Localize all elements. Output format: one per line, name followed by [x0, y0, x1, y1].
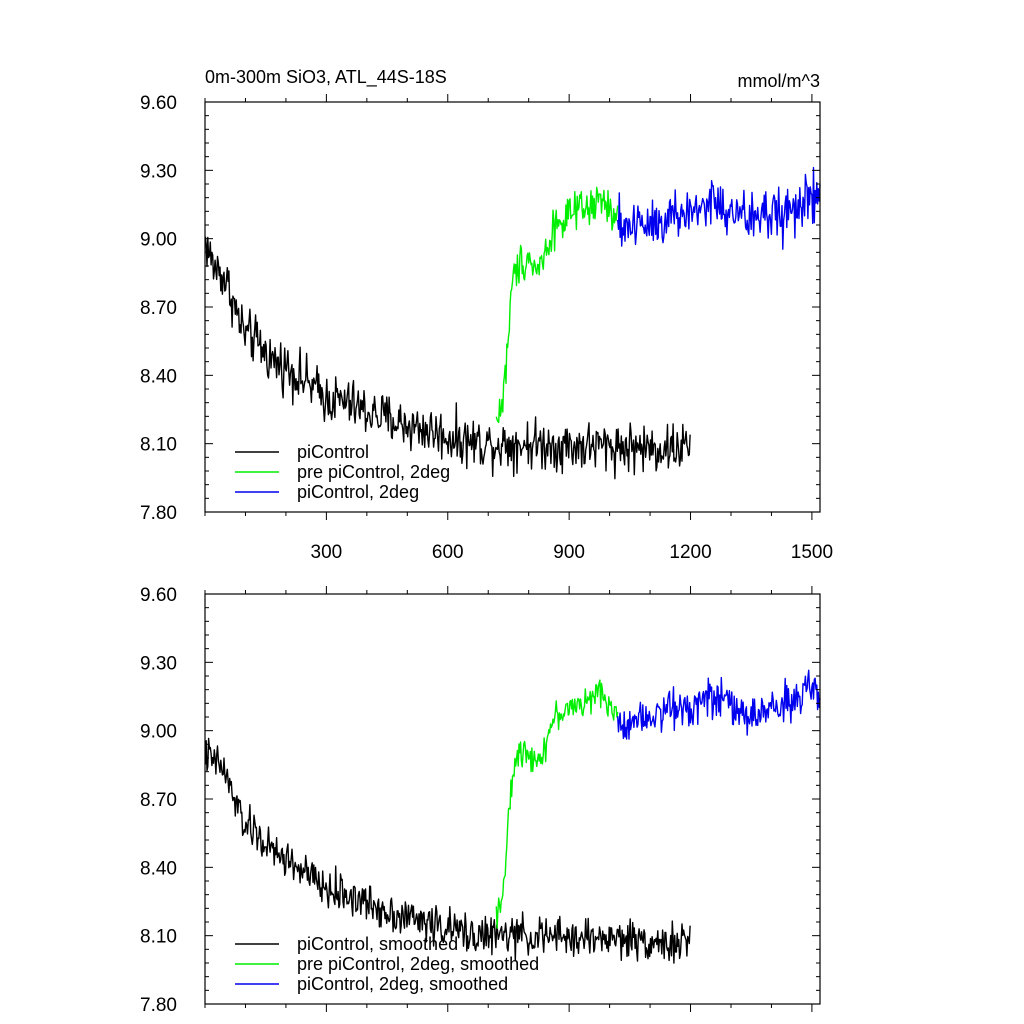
y-tick-label: 9.00 [140, 722, 177, 743]
legend-label: pre piControl, 2deg, smoothed [297, 954, 539, 974]
y-tick-label: 8.10 [140, 435, 177, 456]
x-tick-label: 1200 [669, 542, 711, 563]
series-line-2 [495, 186, 619, 424]
y-tick-label: 9.60 [140, 585, 177, 606]
y-tick-label: 8.70 [140, 298, 177, 319]
y-tick-label: 8.70 [140, 790, 177, 811]
y-tick-label: 8.40 [140, 858, 177, 879]
series-line-1 [204, 236, 691, 480]
legend-label: piControl, 2deg [297, 482, 419, 502]
top-panel: 7.80 8.10 8.40 8.70 9.00 9.30 9.60 300 600 900 120… [140, 93, 833, 563]
x-tick-label: 1500 [791, 542, 833, 563]
y-tick-label: 9.30 [140, 653, 177, 674]
y-tick-label: 8.40 [140, 366, 177, 387]
x-tick-label: 900 [553, 542, 585, 563]
series-line-3 [617, 669, 821, 740]
legend-label: piControl, 2deg, smoothed [297, 974, 508, 994]
y-tick-label: 9.00 [140, 230, 177, 251]
series-line-3 [617, 166, 821, 250]
y-tick-label: 8.10 [140, 927, 177, 948]
x-tick-label: 600 [432, 542, 464, 563]
units-label: mmol/m^3 [738, 71, 820, 91]
y-tick-label: 9.60 [140, 93, 177, 114]
series-line-1 [204, 737, 691, 964]
y-tick-label: 9.30 [140, 161, 177, 182]
y-tick-label: 7.80 [140, 503, 177, 524]
series-line-2 [495, 679, 619, 929]
legend-label: pre piControl, 2deg [297, 462, 450, 482]
x-tick-label: 300 [311, 542, 343, 563]
figure-title: 0m-300m SiO3, ATL_44S-18S [205, 67, 447, 88]
bottom-panel: 7.80 8.10 8.40 8.70 9.00 9.30 9.60 piControl, s… [140, 585, 821, 1016]
legend-label: piControl [297, 442, 369, 462]
y-tick-label: 7.80 [140, 995, 177, 1016]
legend-label: piControl, smoothed [297, 934, 458, 954]
